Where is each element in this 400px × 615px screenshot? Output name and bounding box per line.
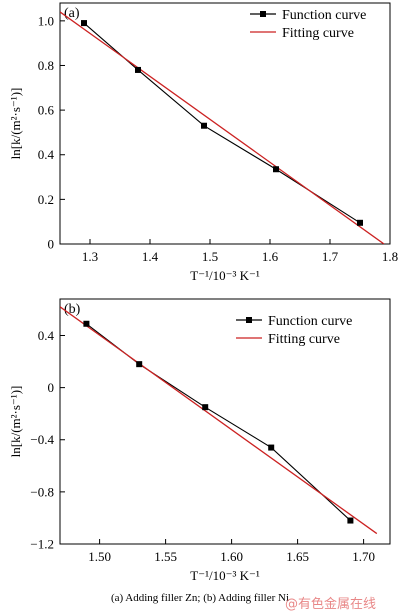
function-curve-point: [135, 66, 141, 73]
y-tick-label: 0.6: [38, 103, 55, 118]
x-tick-label: 1.70: [352, 549, 375, 564]
plot-frame: [59, 298, 391, 545]
function-curve-point: [347, 517, 354, 524]
panel-label: (b): [64, 302, 81, 317]
function-curve-point: [273, 166, 279, 173]
watermark: @有色金属在线: [285, 597, 377, 612]
function-curve-point: [201, 122, 207, 129]
x-tick-label: 1.65: [286, 549, 309, 564]
legend-label: Fitting curve: [268, 332, 340, 347]
x-axis-title: T⁻¹/10⁻³ K⁻¹: [190, 268, 260, 283]
y-tick-label: 0.8: [38, 58, 54, 73]
y-axis-title: ln[k/(m²·s⁻¹)]: [8, 88, 23, 160]
figure-caption: (a) Adding filler Zn; (b) Adding filler …: [110, 592, 290, 604]
x-tick-label: 1.60: [220, 549, 243, 564]
x-tick-label: 1.50: [88, 549, 111, 564]
x-tick-label: 1.5: [202, 249, 218, 264]
function-curve-line: [83, 22, 361, 224]
y-axis-title: ln[k/(m²·s⁻¹)]: [8, 386, 23, 458]
legend-function-marker: [246, 317, 252, 323]
legend-function-marker: [260, 11, 266, 17]
y-tick-label: 0: [48, 380, 55, 395]
fitting-curve-line: [60, 306, 378, 535]
y-tick-label: 1.0: [38, 13, 54, 28]
function-curve-point: [357, 219, 363, 226]
y-tick-label: 0: [48, 237, 55, 252]
x-tick-label: 1.4: [142, 249, 159, 264]
function-curve-point: [268, 444, 275, 451]
y-tick-label: −1.2: [30, 537, 54, 552]
x-tick-label: 1.6: [262, 249, 279, 264]
y-tick-label: 0.4: [38, 328, 55, 343]
x-tick-label: 1.3: [82, 249, 98, 264]
y-tick-label: 0.2: [38, 192, 54, 207]
x-axis-title: T⁻¹/10⁻³ K⁻¹: [190, 568, 260, 583]
legend-label: Function curve: [268, 314, 352, 329]
y-tick-label: −0.8: [30, 484, 54, 499]
x-tick-label: 1.8: [382, 249, 398, 264]
function-curve-point: [81, 20, 87, 27]
panel-label: (a): [64, 6, 80, 21]
x-tick-label: 1.55: [154, 549, 177, 564]
plot-area: [60, 11, 385, 244]
y-tick-label: 0.4: [38, 147, 55, 162]
legend-label: Fitting curve: [282, 26, 354, 41]
legend-label: Function curve: [282, 8, 366, 23]
function-curve-point: [136, 361, 143, 368]
fitting-curve-line: [60, 11, 385, 244]
function-curve-point: [83, 320, 90, 327]
x-tick-label: 1.7: [322, 249, 339, 264]
function-curve-point: [202, 404, 209, 411]
plot-frame: [59, 2, 391, 245]
y-tick-label: −0.4: [30, 432, 54, 447]
panel-b: 1.50 1.55 1.60 1.65 1.70 −1.2 −0.8 −0.4 0 0.4 T⁻¹/…: [8, 298, 391, 583]
panel-a: 1.3 1.4 1.5 1.6 1.7 1.8 0 0.2 0.4 0.6 0.8 1.0 T⁻¹/10…: [8, 2, 398, 283]
